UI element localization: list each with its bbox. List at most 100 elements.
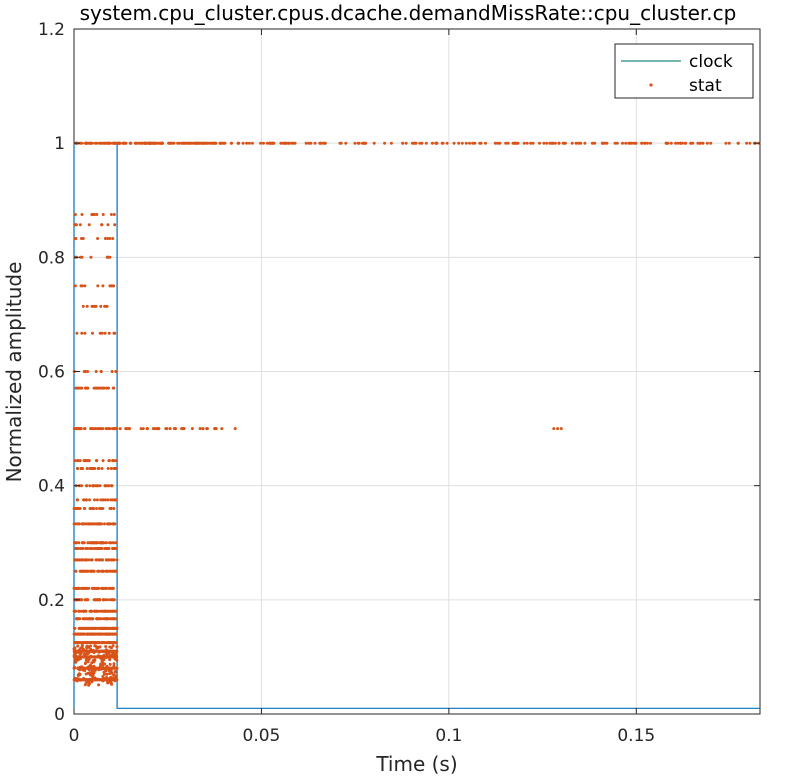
stat-point-1698 — [205, 141, 209, 145]
stat-point-1122 — [96, 467, 100, 470]
stat-point-843 — [86, 569, 90, 573]
y-tick-label-6: 1.2 — [38, 20, 65, 40]
stat-point-1824 — [271, 141, 275, 145]
stat-point-1545 — [181, 427, 185, 431]
stat-point-1773 — [542, 141, 546, 145]
stat-point-1182 — [78, 386, 82, 390]
stat-point-1871 — [724, 141, 728, 145]
stat-point-1506 — [92, 427, 96, 431]
stat-point-1244 — [108, 237, 112, 240]
legend-clock-label: clock — [689, 52, 733, 72]
stat-point-1189 — [86, 370, 90, 373]
stat-point-1033 — [90, 522, 94, 526]
stat-point-1099 — [109, 484, 113, 488]
stat-point-1743 — [646, 141, 649, 145]
stat-point-1830 — [684, 141, 688, 145]
stat-point-1327 — [93, 656, 97, 659]
stat-point-1450 — [84, 681, 88, 685]
stat-point-1415 — [83, 662, 87, 665]
stat-point-1811 — [473, 141, 477, 145]
stat-point-1699 — [169, 141, 173, 145]
stat-point-442 — [98, 641, 102, 645]
stat-point-1105 — [100, 467, 104, 470]
stat-point-1696 — [139, 141, 143, 145]
stat-point-1779 — [401, 141, 405, 145]
stat-point-1777 — [440, 141, 444, 145]
stat-point-1488 — [103, 655, 107, 659]
stat-point-1485 — [77, 651, 81, 655]
stat-point-1405 — [108, 654, 112, 657]
stat-point-933 — [105, 547, 109, 550]
stat-point-1448 — [112, 664, 116, 668]
stat-point-1289 — [104, 645, 108, 648]
stat-point-807 — [81, 586, 85, 590]
stat-point-1757 — [484, 141, 487, 145]
stat-point-1263 — [109, 213, 113, 216]
stat-point-1463 — [72, 678, 76, 682]
stat-point-716 — [73, 609, 77, 613]
stat-point-1062 — [95, 498, 99, 502]
stat-point-1536 — [151, 427, 155, 431]
stat-point-1188 — [107, 386, 110, 390]
stat-point-1544 — [115, 427, 119, 431]
stat-point-1657 — [78, 141, 82, 145]
stat-point-1859 — [493, 141, 497, 145]
stat-point-1851 — [579, 141, 583, 145]
y-axis-label: Normalized amplitude — [2, 262, 26, 483]
stat-point-1668 — [176, 141, 180, 145]
stat-point-1864 — [506, 141, 510, 145]
stat-point-1688 — [95, 141, 99, 145]
stat-point-1838 — [307, 141, 311, 145]
stat-point-1371 — [84, 672, 88, 676]
stat-point-1654 — [188, 141, 192, 145]
stat-point-989 — [105, 541, 108, 545]
stat-point-1459 — [92, 664, 96, 668]
stat-point-1050 — [72, 507, 76, 510]
stat-point-922 — [92, 547, 96, 550]
stat-point-403 — [82, 641, 86, 645]
stat-point-1728 — [313, 141, 317, 145]
stat-point-1726 — [265, 141, 269, 145]
stat-point-1443 — [91, 670, 95, 674]
stat-point-1861 — [435, 141, 439, 145]
stat-point-986 — [94, 541, 98, 545]
stat-point-525 — [73, 632, 77, 636]
stat-point-1198 — [83, 370, 87, 373]
stat-point-1866 — [247, 141, 251, 145]
stat-point-1204 — [103, 331, 107, 335]
stat-point-1473 — [89, 654, 93, 658]
stat-point-1381 — [87, 657, 91, 661]
stat-point-948 — [77, 541, 81, 545]
stat-point-1469 — [87, 682, 91, 686]
stat-point-629 — [106, 626, 110, 630]
stat-point-1840 — [624, 141, 628, 145]
stat-point-852 — [91, 569, 95, 573]
stat-point-1684 — [137, 141, 141, 145]
stat-point-1770 — [420, 141, 424, 145]
stat-point-1117 — [91, 467, 95, 470]
stat-point-1550 — [552, 427, 556, 431]
stat-point-1487 — [99, 678, 103, 681]
stat-point-1436 — [92, 651, 96, 655]
stat-point-1763 — [339, 141, 343, 145]
stat-point-1862 — [498, 141, 502, 145]
stat-point-895 — [100, 558, 104, 562]
stat-point-1751 — [696, 141, 700, 145]
stat-point-1400 — [104, 666, 108, 670]
stat-point-1659 — [203, 141, 207, 145]
stat-point-673 — [85, 617, 89, 621]
stat-point-1416 — [89, 647, 93, 651]
stat-point-1675 — [144, 141, 148, 145]
stat-point-446 — [78, 641, 82, 645]
stat-point-1738 — [574, 141, 578, 145]
stat-point-1184 — [95, 386, 99, 390]
stat-point-1466 — [72, 647, 76, 651]
stat-point-1832 — [649, 141, 652, 145]
stat-point-1712 — [259, 141, 263, 145]
stat-point-982 — [86, 541, 90, 545]
stat-point-1732 — [570, 141, 574, 145]
stat-point-806 — [93, 586, 96, 590]
stat-point-897 — [83, 558, 87, 562]
stat-point-1093 — [103, 484, 107, 488]
stat-point-1162 — [99, 427, 103, 431]
